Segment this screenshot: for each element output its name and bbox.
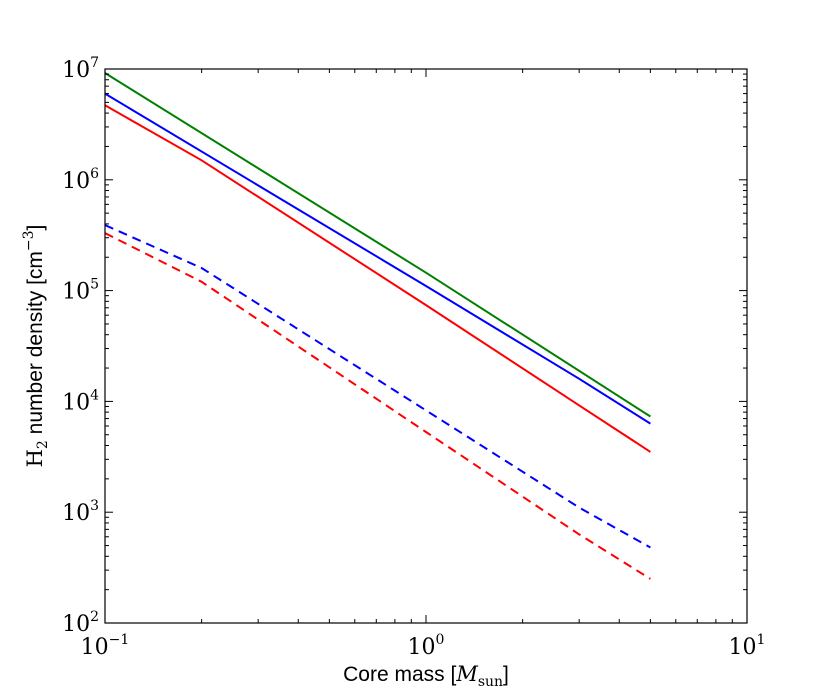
x-axis-label: Core mass [Msun]: [343, 662, 509, 690]
x-tick-label: 100: [408, 632, 445, 660]
y-tick-label: 103: [62, 498, 99, 526]
y-tick-label: 102: [62, 609, 99, 637]
tick-layer: 10−1 100 101 102 103 104 105 106 107: [62, 55, 765, 660]
series-blue-solid: [104, 92, 651, 425]
y-tick-label: 104: [62, 387, 99, 415]
plot-frame: [104, 68, 748, 624]
y-tick-label: 107: [62, 55, 99, 83]
series-red-solid: [104, 104, 651, 453]
x-tick-label: 10−1: [81, 632, 130, 660]
series-layer: [104, 72, 651, 580]
series-green-solid: [104, 72, 651, 418]
y-tick-label: 105: [62, 277, 99, 305]
x-tick-label: 101: [729, 632, 766, 660]
series-red-dashed: [104, 232, 651, 580]
y-tick-label: 106: [62, 166, 99, 194]
y-axis-label: H2 number density [cm−3]: [21, 225, 51, 468]
